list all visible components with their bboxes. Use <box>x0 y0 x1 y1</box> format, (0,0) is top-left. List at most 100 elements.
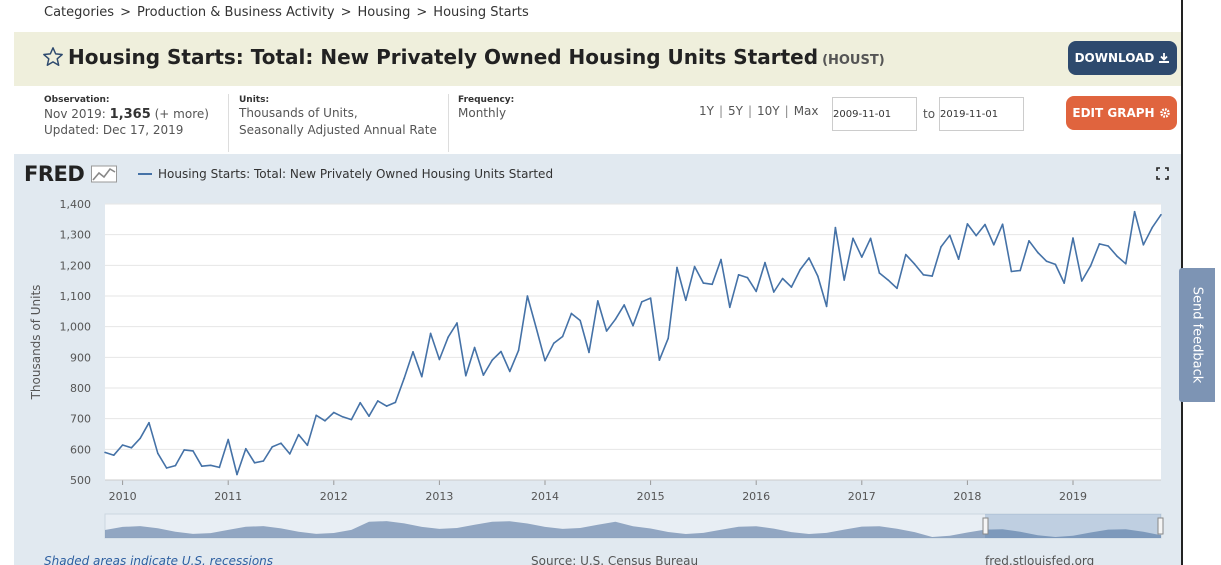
data-point <box>649 297 652 299</box>
download-label: DOWNLOAD <box>1074 51 1155 65</box>
start-date-input[interactable] <box>832 97 917 131</box>
data-point <box>403 377 406 379</box>
data-point <box>104 451 106 454</box>
data-point <box>315 414 318 417</box>
data-point <box>253 462 256 464</box>
data-point <box>447 336 450 338</box>
more-link[interactable]: (+ more) <box>154 107 209 121</box>
data-point <box>1151 226 1153 229</box>
data-point <box>905 253 907 256</box>
range-5y[interactable]: 5Y <box>728 104 743 118</box>
data-point <box>825 305 828 308</box>
data-point <box>218 466 221 469</box>
divider <box>228 94 229 152</box>
data-point <box>377 400 379 402</box>
data-point <box>236 473 238 476</box>
breadcrumb-housing-starts[interactable]: Housing Starts <box>433 5 529 20</box>
data-point <box>535 327 537 329</box>
frequency-block: Frequency: Monthly <box>458 86 514 154</box>
data-point <box>957 258 960 260</box>
edit-graph-button[interactable]: EDIT GRAPH <box>1066 96 1177 130</box>
y-tick-label: 1,200 <box>60 259 92 272</box>
site-text: fred.stlouisfed.org <box>985 554 1095 565</box>
data-point <box>869 237 872 240</box>
breadcrumb: Categories > Production & Business Activit… <box>44 5 529 20</box>
data-point <box>861 256 863 258</box>
range-1y[interactable]: 1Y <box>699 104 714 118</box>
data-point <box>1001 223 1004 226</box>
legend-swatch <box>138 173 152 175</box>
data-point <box>306 444 309 447</box>
send-feedback-button[interactable]: Send feedback <box>1179 268 1215 402</box>
data-point <box>693 265 696 268</box>
x-tick-label: 2013 <box>425 490 453 503</box>
data-point <box>984 223 986 226</box>
data-point <box>676 266 678 269</box>
data-point <box>368 415 370 418</box>
data-point <box>966 223 969 225</box>
data-point <box>1045 260 1048 263</box>
fred-logo-text: FRED <box>24 162 85 186</box>
breadcrumb-categories[interactable]: Categories <box>44 5 115 20</box>
x-tick-label: 2015 <box>637 490 665 503</box>
data-point <box>350 418 353 421</box>
data-point <box>262 460 265 462</box>
data-point <box>148 421 150 424</box>
data-point <box>297 433 300 436</box>
navigator-handle-left <box>982 517 989 535</box>
data-point <box>993 243 995 246</box>
y-tick-label: 700 <box>70 413 91 426</box>
data-point <box>394 401 397 404</box>
series-title: Housing Starts: Total: New Privately Own… <box>68 45 819 69</box>
data-point <box>324 420 326 422</box>
data-point <box>157 452 159 455</box>
series-title-bar: Housing Starts: Total: New Privately Own… <box>14 32 1181 86</box>
star-icon[interactable] <box>42 46 64 68</box>
x-tick-label: 2018 <box>953 490 981 503</box>
data-point <box>553 342 555 345</box>
data-point <box>711 283 713 286</box>
data-point <box>139 437 141 440</box>
breadcrumb-housing[interactable]: Housing <box>357 5 411 20</box>
data-point <box>1054 263 1057 266</box>
edit-graph-label: EDIT GRAPH <box>1072 106 1155 120</box>
data-point <box>764 261 766 264</box>
data-point <box>1063 282 1065 284</box>
data-point <box>641 301 643 303</box>
data-point <box>1142 243 1145 246</box>
to-label: to <box>923 107 936 121</box>
data-point <box>579 319 581 322</box>
x-tick-label: 2019 <box>1059 490 1087 503</box>
data-point <box>438 358 441 361</box>
data-point <box>1019 269 1021 272</box>
page-title: Housing Starts: Total: New Privately Own… <box>68 45 885 69</box>
y-tick-label: 500 <box>70 474 91 487</box>
data-point <box>843 279 845 281</box>
range-max[interactable]: Max <box>793 104 819 118</box>
data-point <box>949 234 951 237</box>
data-point <box>931 275 933 277</box>
logo-chart-icon <box>91 165 118 183</box>
units-block: Units: Thousands of Units, Seasonally Ad… <box>239 86 437 154</box>
observation-date: Nov 2019: <box>44 107 106 121</box>
range-10y[interactable]: 10Y <box>757 104 780 118</box>
fullscreen-icon[interactable] <box>1156 167 1169 180</box>
recessions-link[interactable]: Shaded areas indicate U.S. recessions <box>44 554 274 565</box>
breadcrumb-production[interactable]: Production & Business Activity <box>136 5 335 20</box>
breadcrumb-separator: > <box>416 5 428 20</box>
x-tick-label: 2016 <box>742 490 770 503</box>
download-icon <box>1159 53 1170 63</box>
data-point <box>174 464 177 467</box>
end-date-input[interactable] <box>939 97 1024 131</box>
data-point <box>500 350 502 353</box>
data-point <box>465 374 467 377</box>
breadcrumb-separator: > <box>120 5 131 20</box>
y-tick-label: 800 <box>70 382 91 395</box>
page-gutter-left <box>0 0 14 565</box>
data-point <box>1089 265 1092 267</box>
data-point <box>509 370 511 373</box>
breadcrumb-separator: > <box>340 5 352 20</box>
data-point <box>421 375 423 378</box>
download-button[interactable]: DOWNLOAD <box>1068 41 1177 75</box>
data-point <box>737 274 740 276</box>
